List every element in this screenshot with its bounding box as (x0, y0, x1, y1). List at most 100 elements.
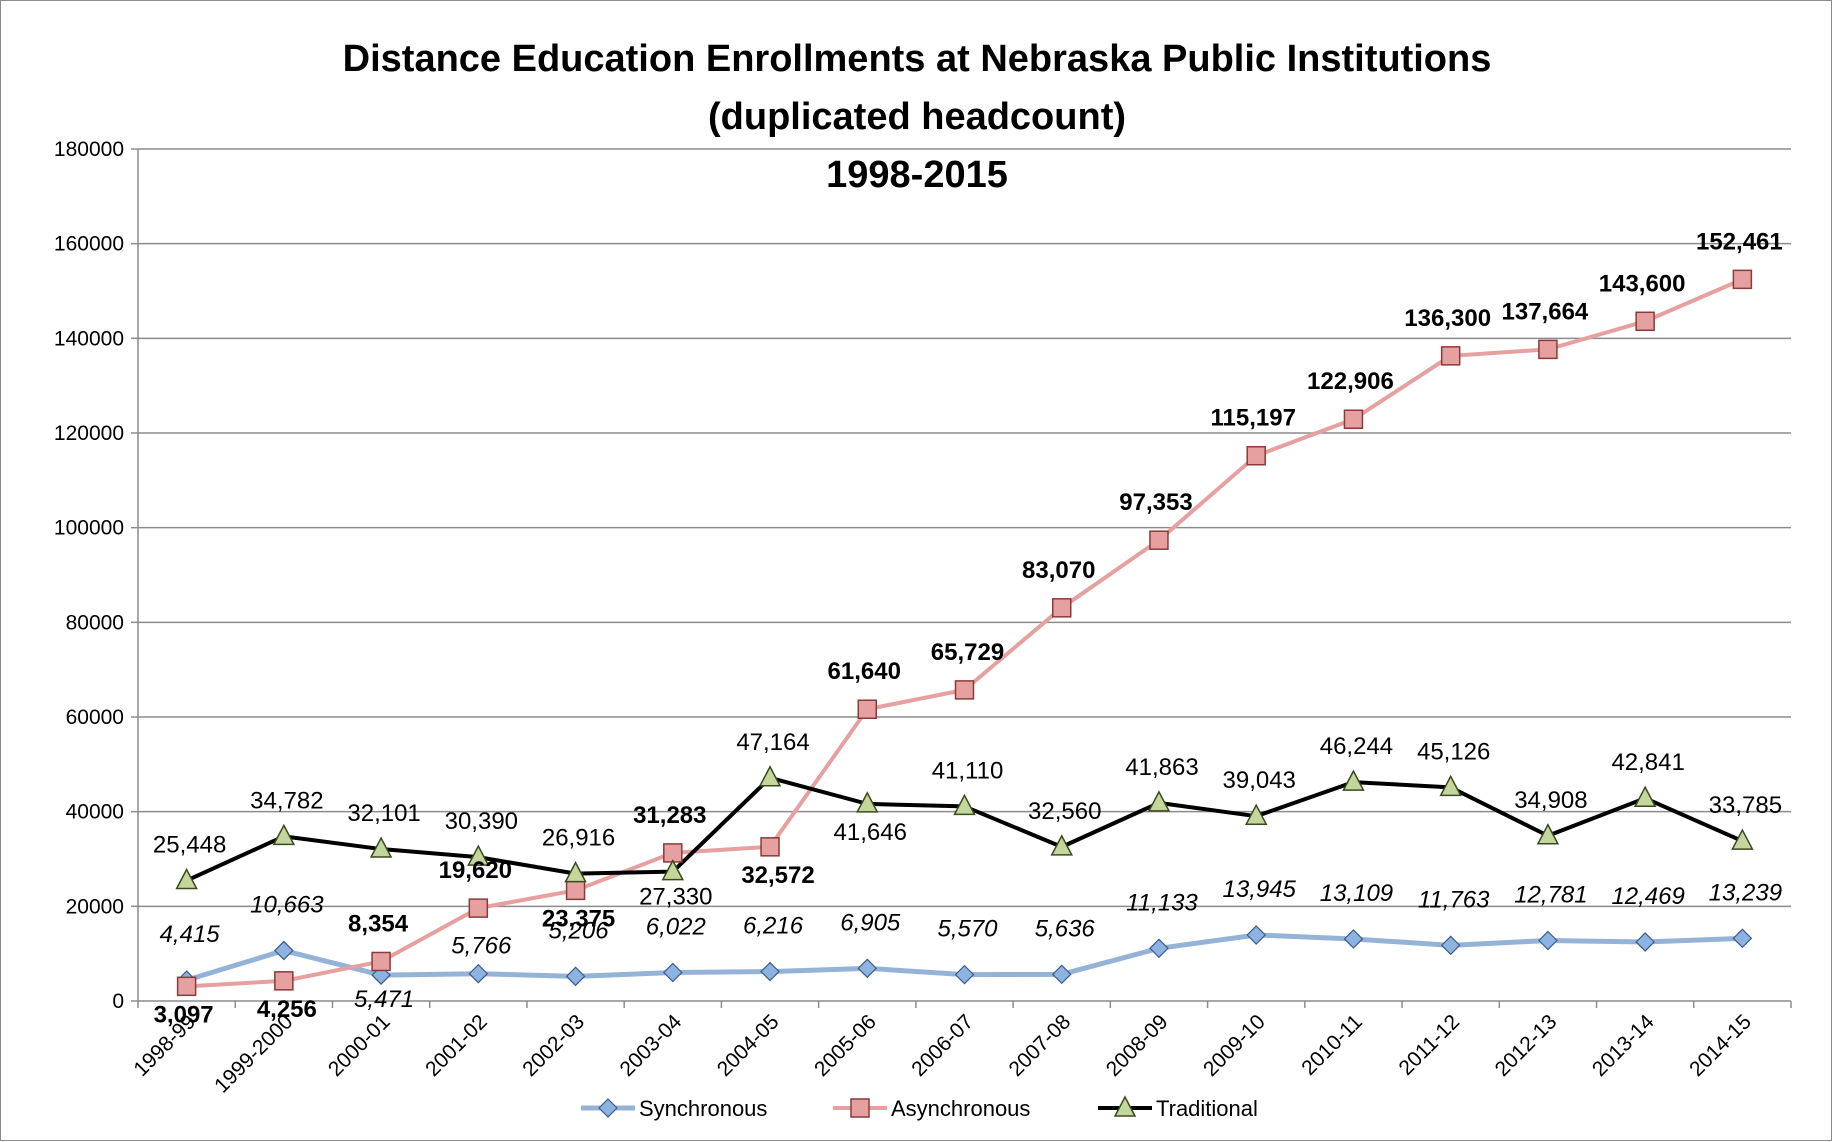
synchronous-data-label: 11,763 (1418, 886, 1490, 913)
synchronous-marker (1539, 932, 1557, 950)
asynchronous-marker (372, 952, 390, 970)
series-lines (187, 279, 1743, 986)
axes: 0200004000060000800001000001200001400001… (54, 138, 1791, 1098)
asynchronous-data-label: 32,572 (741, 862, 814, 889)
synchronous-data-label: 5,636 (1035, 915, 1096, 942)
asynchronous-data-label: 4,256 (257, 996, 317, 1023)
y-tick-label: 40000 (66, 801, 124, 824)
x-tick-label: 2014-15 (1685, 1010, 1756, 1081)
synchronous-marker (567, 967, 585, 985)
synchronous-marker (469, 965, 487, 983)
chart-title-line-2: (duplicated headcount) (708, 96, 1126, 138)
asynchronous-data-label: 97,353 (1119, 489, 1192, 516)
asynchronous-data-label: 152,461 (1696, 228, 1783, 255)
synchronous-marker (1344, 930, 1362, 948)
y-tick-label: 20000 (66, 895, 124, 918)
traditional-marker (1635, 787, 1655, 806)
x-tick-label: 2012-13 (1491, 1010, 1562, 1081)
y-tick-label: 120000 (54, 422, 124, 445)
traditional-data-label: 42,841 (1611, 749, 1684, 776)
asynchronous-marker (567, 881, 585, 899)
synchronous-marker (1636, 933, 1654, 951)
synchronous-marker (275, 942, 293, 960)
x-tick-label: 2006-07 (907, 1010, 978, 1081)
x-tick-label: 2011-12 (1395, 1010, 1465, 1080)
synchronous-data-label: 6,216 (743, 913, 804, 940)
legend-item-traditional: Traditional (1098, 1096, 1258, 1121)
traditional-marker (1149, 792, 1169, 811)
asynchronous-marker (1636, 312, 1654, 330)
y-tick-label: 140000 (54, 327, 124, 350)
traditional-data-label: 41,863 (1125, 754, 1198, 781)
traditional-data-label: 34,782 (250, 787, 323, 814)
chart-title-line-3: 1998-2015 (826, 154, 1008, 196)
y-tick-label: 0 (112, 990, 124, 1013)
asynchronous-marker (761, 838, 779, 856)
traditional-data-label: 26,916 (542, 825, 615, 852)
legend: Synchronous Asynchronous Traditional (581, 1096, 1258, 1121)
asynchronous-data-label: 65,729 (931, 639, 1004, 666)
asynchronous-marker (1539, 340, 1557, 358)
x-tick-label: 2010-11 (1297, 1010, 1367, 1080)
legend-item-asynchronous: Asynchronous (833, 1096, 1030, 1121)
y-tick-label: 60000 (66, 706, 124, 729)
asynchronous-data-label: 137,664 (1502, 298, 1589, 325)
traditional-marker (760, 767, 780, 786)
synchronous-data-label: 13,109 (1320, 880, 1393, 907)
synchronous-data-label: 13,945 (1223, 876, 1297, 903)
asynchronous-data-label: 143,600 (1599, 270, 1686, 297)
synchronous-data-label: 12,781 (1514, 882, 1587, 909)
traditional-data-label: 46,244 (1320, 733, 1393, 760)
asynchronous-data-label: 115,197 (1210, 405, 1295, 432)
traditional-data-label: 39,043 (1223, 767, 1296, 794)
asynchronous-marker (469, 899, 487, 917)
x-tick-label: 2001-02 (421, 1010, 492, 1081)
x-tick-label: 2005-06 (810, 1010, 881, 1081)
traditional-data-label: 27,330 (639, 884, 712, 911)
series-line-asynchronous (187, 279, 1743, 986)
traditional-data-label: 41,646 (834, 819, 907, 846)
traditional-marker (274, 825, 294, 844)
x-tick-label: 2008-09 (1102, 1010, 1173, 1081)
asynchronous-data-label: 23,375 (542, 905, 615, 932)
legend-label: Asynchronous (891, 1096, 1030, 1121)
synchronous-data-label: 5,570 (937, 916, 998, 943)
x-tick-label: 2007-08 (1005, 1010, 1076, 1081)
x-tick-label: 2009-10 (1199, 1010, 1270, 1081)
asynchronous-data-label: 136,300 (1404, 305, 1491, 332)
traditional-data-label: 25,448 (153, 832, 226, 859)
asynchronous-marker (1733, 270, 1751, 288)
asynchronous-marker (858, 700, 876, 718)
synchronous-data-label: 11,133 (1126, 889, 1198, 916)
asynchronous-marker (1053, 599, 1071, 617)
asynchronous-data-label: 83,070 (1022, 557, 1095, 584)
traditional-data-label: 41,110 (932, 757, 1004, 784)
synchronous-data-label: 13,239 (1709, 879, 1782, 906)
chart-title-line-1: Distance Education Enrollments at Nebras… (343, 38, 1492, 80)
synchronous-data-label: 5,471 (354, 986, 414, 1013)
x-tick-label: 2004-05 (713, 1010, 784, 1081)
asynchronous-data-label: 61,640 (828, 658, 901, 685)
traditional-data-label: 32,101 (347, 800, 420, 827)
synchronous-data-label: 12,469 (1611, 883, 1684, 910)
traditional-data-label: 47,164 (736, 729, 809, 756)
asynchronous-marker (1442, 347, 1460, 365)
synchronous-marker (1150, 939, 1168, 957)
x-tick-label: 2002-03 (518, 1010, 589, 1081)
synchronous-data-label: 4,415 (160, 921, 221, 948)
synchronous-marker (956, 966, 974, 984)
synchronous-marker (1442, 936, 1460, 954)
synchronous-marker (1247, 926, 1265, 944)
traditional-data-label: 33,785 (1709, 792, 1782, 819)
y-tick-label: 180000 (54, 138, 124, 161)
asynchronous-marker (1150, 531, 1168, 549)
traditional-data-label: 32,560 (1028, 798, 1101, 825)
y-tick-label: 100000 (54, 517, 124, 540)
y-tick-label: 160000 (54, 233, 124, 256)
x-tick-label: 2013-14 (1588, 1010, 1659, 1081)
synchronous-marker (1733, 929, 1751, 947)
legend-label: Synchronous (639, 1096, 767, 1121)
chart-title: Distance Education Enrollments at Nebras… (343, 38, 1492, 196)
